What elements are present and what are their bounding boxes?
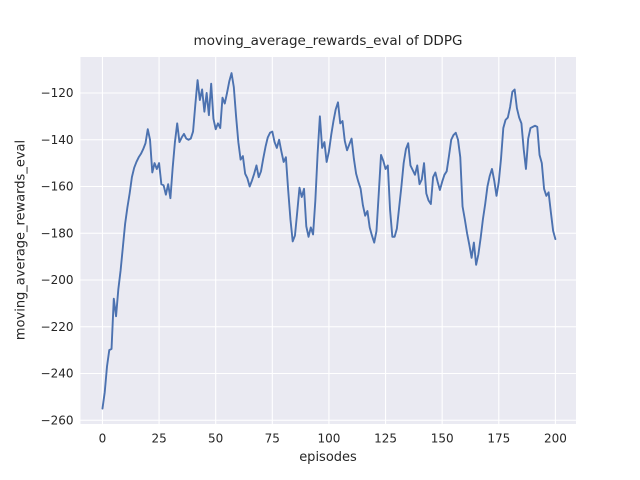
y-tick-label: −180 [41, 226, 74, 240]
x-tick-label: 125 [374, 432, 397, 446]
y-tick-label: −240 [41, 367, 74, 381]
x-tick-label: 175 [487, 432, 510, 446]
x-tick-label: 50 [208, 432, 223, 446]
x-tick-label: 25 [151, 432, 166, 446]
axes-background [80, 57, 576, 424]
y-tick-label: −200 [41, 273, 74, 287]
x-tick-label: 150 [431, 432, 454, 446]
y-tick-label: −160 [41, 180, 74, 194]
data-line-moving_average_rewards_eval [101, 72, 557, 410]
x-tick-label: 200 [544, 432, 567, 446]
y-axis-label: moving_average_rewards_eval [13, 139, 29, 341]
x-axis-label: episodes [299, 450, 357, 465]
chart-title: moving_average_rewards_eval of DDPG [193, 33, 463, 49]
x-tick-label: 75 [265, 432, 280, 446]
y-tick-label: −260 [41, 413, 74, 427]
y-tick-label: −140 [41, 133, 74, 147]
x-tick-label: 0 [99, 432, 107, 446]
x-tick-label: 100 [317, 432, 340, 446]
y-tick-label: −120 [41, 86, 74, 100]
y-tick-label: −220 [41, 320, 74, 334]
